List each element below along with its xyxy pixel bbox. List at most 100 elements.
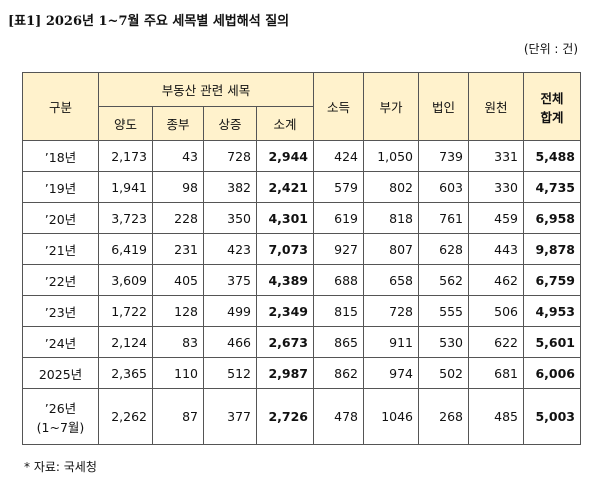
- cell: 6,006: [523, 357, 582, 389]
- line: ’20년: [44, 211, 77, 227]
- line: ’22년: [44, 273, 77, 289]
- cell: 619: [313, 202, 365, 234]
- header-cell: 법인: [418, 72, 470, 141]
- cell: 350: [203, 202, 257, 234]
- group-header: 부동산 관련 세목: [97, 72, 315, 107]
- header-row: 구분 부동산 관련 세목 소득 부가 법인 원천 전체 합계: [22, 72, 582, 141]
- cell: 478: [313, 388, 365, 445]
- cell: 466: [203, 326, 257, 358]
- cell: 83: [152, 326, 204, 358]
- cell: 485: [468, 388, 525, 445]
- cell: 87: [152, 388, 204, 445]
- row-label: ’18년: [22, 140, 99, 172]
- cell: 2,673: [255, 326, 315, 358]
- cell: 603: [418, 171, 470, 203]
- row: ’26년 (1~7월) 2,262 87 377 2,726 478 1046 268 485 5,…: [22, 388, 582, 445]
- cell: 6,419: [98, 233, 153, 265]
- cell: 377: [203, 388, 257, 445]
- line: 합계: [540, 109, 564, 125]
- cell: 6,958: [523, 202, 582, 234]
- note: * 자료: 국세청: [24, 460, 97, 474]
- cell: 405: [152, 264, 204, 296]
- line: ’26년: [44, 400, 77, 416]
- cell: 862: [313, 357, 365, 389]
- header-cell: 종부: [152, 106, 204, 141]
- row: ’20년 3,723 228 350 4,301 619 818 761 459 6,958: [22, 202, 582, 234]
- cell: 865: [313, 326, 365, 358]
- cell: 9,878: [523, 233, 582, 265]
- header-cell: 상증: [203, 106, 257, 141]
- cell: 728: [203, 140, 257, 172]
- cell: 3,609: [98, 264, 153, 296]
- cell: 2,262: [98, 388, 153, 445]
- cell: 4,389: [255, 264, 315, 296]
- cell: 443: [468, 233, 525, 265]
- cell: 110: [152, 357, 204, 389]
- row: 2025년 2,365 110 512 2,987 862 974 502 681 6,006: [22, 357, 582, 389]
- cell: 4,735: [523, 171, 582, 203]
- header-row: 양도 종부 상증 소계: [23, 106, 581, 141]
- cell: 459: [468, 202, 525, 234]
- row: ’18년 2,173 43 728 2,944 424 1,050 739 331 5,488: [22, 140, 582, 172]
- cell: 761: [418, 202, 470, 234]
- cell: 6,759: [523, 264, 582, 296]
- header-cell: 부가: [363, 72, 420, 141]
- cell: 974: [363, 357, 420, 389]
- unit: (단위 : 건): [523, 42, 578, 56]
- cell: 98: [152, 171, 204, 203]
- cell: 2,173: [98, 140, 153, 172]
- row-label: ’26년 (1~7월): [22, 388, 99, 445]
- cell: 2,365: [98, 357, 153, 389]
- cell: 1,050: [363, 140, 420, 172]
- cell: 2,726: [255, 388, 315, 445]
- cell: 423: [203, 233, 257, 265]
- line: ’21년: [44, 242, 77, 258]
- header-cell: 소득: [313, 72, 365, 141]
- cell: 628: [418, 233, 470, 265]
- cell: 228: [152, 202, 204, 234]
- header-cell: 양도: [98, 106, 153, 141]
- line: ’18년: [44, 149, 77, 165]
- line: ’23년: [44, 304, 77, 320]
- cell: 512: [203, 357, 257, 389]
- cell: 331: [468, 140, 525, 172]
- row: ’23년 1,722 128 499 2,349 815 728 555 506 4,953: [22, 295, 582, 327]
- cell: 382: [203, 171, 257, 203]
- cell: 815: [313, 295, 365, 327]
- cell: 2,944: [255, 140, 315, 172]
- cell: 499: [203, 295, 257, 327]
- header-cell: 소계: [255, 106, 315, 141]
- cell: 2,421: [255, 171, 315, 203]
- cell: 7,073: [255, 233, 315, 265]
- cell: 579: [313, 171, 365, 203]
- title: [표1] 2026년 1~7월 주요 세목별 세법해석 질의: [8, 14, 290, 29]
- cell: 1,722: [98, 295, 153, 327]
- cell: 807: [363, 233, 420, 265]
- cell: 927: [313, 233, 365, 265]
- table: 구분 부동산 관련 세목 소득 부가 법인 원천 전체 합계 양도 종부 상증 소계 ’18년 2,17…: [22, 72, 582, 445]
- cell: 728: [363, 295, 420, 327]
- cell: 530: [418, 326, 470, 358]
- cell: 5,003: [523, 388, 582, 445]
- line: (1~7월): [36, 419, 85, 435]
- cell: 5,488: [523, 140, 582, 172]
- cell: 4,301: [255, 202, 315, 234]
- cell: 462: [468, 264, 525, 296]
- line: 전체: [540, 90, 564, 106]
- row-label: ’23년: [22, 295, 99, 327]
- cell: 739: [418, 140, 470, 172]
- cell: 375: [203, 264, 257, 296]
- cell: 688: [313, 264, 365, 296]
- cell: 818: [363, 202, 420, 234]
- row-label: ’22년: [22, 264, 99, 296]
- cell: 268: [418, 388, 470, 445]
- row-label: ’20년: [22, 202, 99, 234]
- row: ’24년 2,124 83 466 2,673 865 911 530 622 5,601: [22, 326, 582, 358]
- cell: 2,349: [255, 295, 315, 327]
- cell: 3,723: [98, 202, 153, 234]
- cell: 506: [468, 295, 525, 327]
- cell: 1,941: [98, 171, 153, 203]
- cell: 555: [418, 295, 470, 327]
